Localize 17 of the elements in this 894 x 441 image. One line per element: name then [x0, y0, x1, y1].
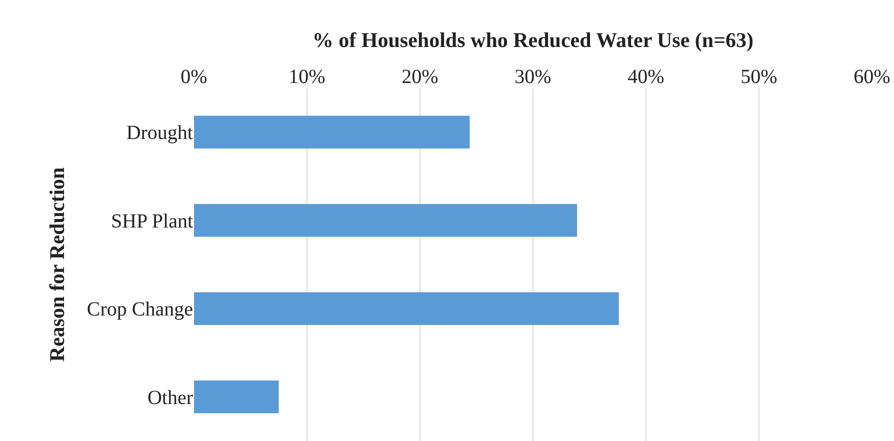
x-tick-label: 50%: [740, 66, 778, 88]
y-tick-label: Other: [147, 386, 194, 409]
y-tick-label: SHP Plant: [110, 210, 194, 232]
bar: [194, 380, 279, 414]
y-tick-label: Crop Change: [86, 298, 194, 321]
bar: [194, 292, 619, 325]
x-tick-label: 20%: [402, 66, 438, 88]
bar: [194, 116, 470, 148]
x-tick-label: 0%: [180, 66, 208, 88]
bar: [194, 204, 578, 237]
y-axis-title: Reason for Reduction: [45, 166, 70, 362]
x-tick-label: 10%: [288, 66, 326, 88]
y-tick-label: Drought: [126, 122, 194, 144]
x-axis-title: % of Households who Reduced Water Use (n=63): [312, 28, 754, 52]
x-tick-label: 30%: [514, 66, 552, 88]
x-tick-label: 40%: [628, 66, 664, 88]
x-tick-label: 60%: [854, 66, 890, 88]
